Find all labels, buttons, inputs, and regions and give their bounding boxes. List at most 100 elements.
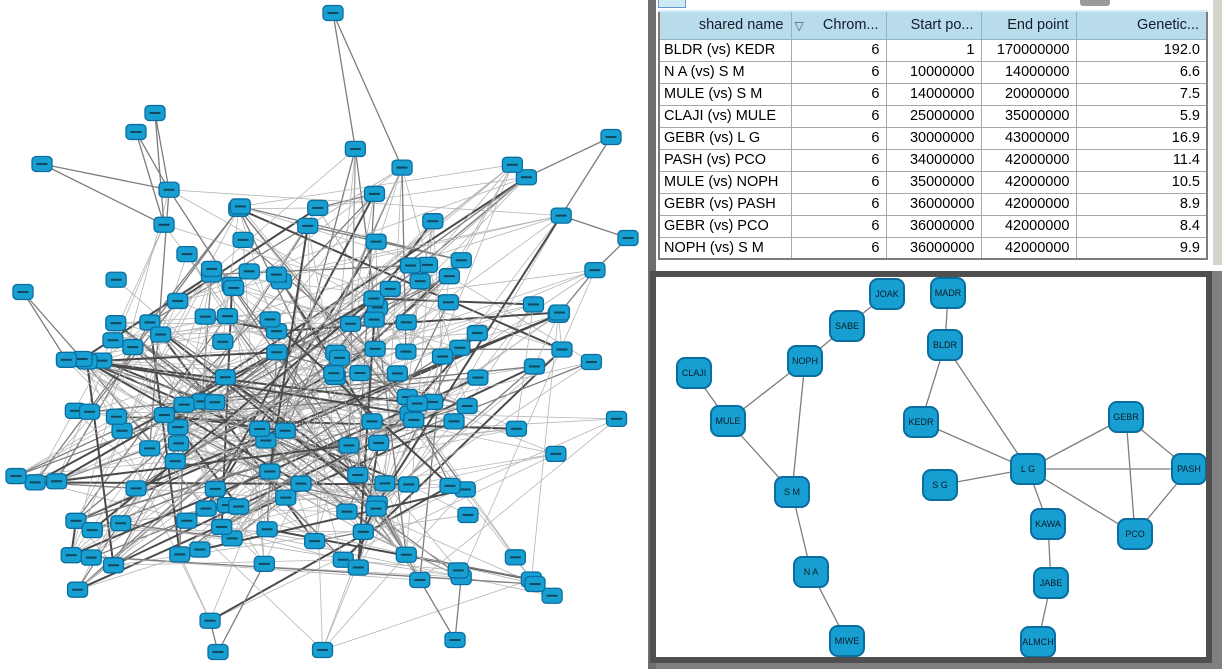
network-node[interactable] <box>125 123 147 141</box>
cell-value[interactable]: 6 <box>790 236 887 260</box>
network-node[interactable] <box>266 344 288 361</box>
network-edge[interactable] <box>211 274 468 407</box>
network-edge[interactable] <box>221 526 553 597</box>
node-gebr[interactable]: GEBR <box>1108 401 1144 433</box>
network-node[interactable] <box>139 440 161 457</box>
network-node[interactable] <box>338 437 360 454</box>
network-edge[interactable] <box>120 453 556 524</box>
cell-shared-name[interactable]: NOPH (vs) S M <box>658 236 792 260</box>
cell-value[interactable]: 16.9 <box>1075 126 1208 150</box>
network-edge[interactable] <box>284 167 403 431</box>
column-header-chrom[interactable]: ▽ Chrom... <box>790 10 887 40</box>
network-node[interactable] <box>328 349 351 366</box>
network-edge[interactable] <box>307 225 323 651</box>
network-node[interactable] <box>102 332 124 349</box>
network-node[interactable] <box>347 466 369 484</box>
network-node[interactable] <box>150 326 172 343</box>
network-edge[interactable] <box>70 470 271 557</box>
network-edge[interactable] <box>460 269 596 578</box>
network-node[interactable] <box>204 394 226 411</box>
network-edge[interactable] <box>70 298 375 556</box>
network-edge[interactable] <box>149 321 378 505</box>
network-node[interactable] <box>265 266 288 283</box>
network-edge[interactable] <box>410 413 617 420</box>
network-edge[interactable] <box>259 428 407 556</box>
network-node[interactable] <box>515 169 538 186</box>
network-node[interactable] <box>195 500 217 517</box>
network-edge[interactable] <box>333 373 407 555</box>
network-edge[interactable] <box>560 215 629 239</box>
network-node[interactable] <box>167 435 190 452</box>
network-edge[interactable] <box>186 520 315 542</box>
network-edge[interactable] <box>240 164 513 207</box>
network-edge[interactable] <box>276 215 562 276</box>
cell-value[interactable]: 36000000 <box>885 214 982 238</box>
network-node[interactable] <box>409 273 431 290</box>
network-edge[interactable] <box>15 401 216 477</box>
column-header-sharedname[interactable]: shared name <box>658 10 792 40</box>
network-node[interactable] <box>344 140 367 158</box>
network-edge[interactable] <box>86 360 411 415</box>
network-node[interactable] <box>275 489 297 506</box>
network-node[interactable] <box>322 4 344 22</box>
network-node[interactable] <box>450 252 472 269</box>
cell-value[interactable]: 6.6 <box>1075 60 1208 84</box>
network-edge[interactable] <box>375 164 513 509</box>
network-node[interactable] <box>406 395 428 412</box>
network-node[interactable] <box>297 217 319 235</box>
network-node[interactable] <box>166 292 189 310</box>
cell-value[interactable]: 6 <box>790 170 887 194</box>
network-node[interactable] <box>111 422 133 439</box>
network-edge[interactable] <box>154 112 165 225</box>
vertical-scrollbar-track[interactable] <box>1212 0 1222 265</box>
network-node[interactable] <box>398 476 420 493</box>
cell-value[interactable]: 36000000 <box>885 236 982 260</box>
network-node[interactable] <box>194 308 216 325</box>
network-node[interactable] <box>45 473 68 490</box>
network-node[interactable] <box>523 358 546 375</box>
network-node[interactable] <box>105 271 127 288</box>
network-edge[interactable] <box>85 361 115 566</box>
network-edge[interactable] <box>135 131 170 191</box>
table-row[interactable]: MULE (vs) S M 6 14000000 20000000 7.5 <box>658 82 1208 106</box>
network-node[interactable] <box>524 575 546 593</box>
network-edge[interactable] <box>101 215 562 362</box>
network-edge[interactable] <box>160 330 277 335</box>
network-node[interactable] <box>12 283 34 301</box>
network-edge[interactable] <box>217 563 265 653</box>
cell-value[interactable]: 42000000 <box>980 148 1077 172</box>
cell-value[interactable]: 14000000 <box>980 60 1077 84</box>
network-node[interactable] <box>176 245 198 263</box>
network-edge[interactable] <box>89 300 179 413</box>
network-edge[interactable] <box>791 360 806 493</box>
network-node[interactable] <box>352 523 374 540</box>
network-node[interactable] <box>550 207 572 224</box>
network-edge[interactable] <box>56 224 165 482</box>
network-edge[interactable] <box>332 12 403 168</box>
network-node[interactable] <box>290 475 312 492</box>
network-node[interactable] <box>81 521 103 539</box>
network-edge[interactable] <box>154 112 170 190</box>
network-node[interactable] <box>211 518 233 536</box>
network-edge[interactable] <box>307 167 403 227</box>
network-node[interactable] <box>256 521 278 538</box>
network-edge[interactable] <box>41 163 165 226</box>
network-edge[interactable] <box>357 215 562 568</box>
node-bldr[interactable]: BLDR <box>927 329 963 361</box>
cell-value[interactable]: 6 <box>790 126 887 150</box>
network-edge[interactable] <box>101 360 398 374</box>
network-edge[interactable] <box>401 167 468 407</box>
network-node[interactable] <box>422 213 444 230</box>
overview-network-canvas[interactable] <box>0 0 648 669</box>
cell-value[interactable]: 170000000 <box>980 38 1077 62</box>
network-node[interactable] <box>167 418 189 436</box>
network-edge[interactable] <box>22 291 83 360</box>
network-node[interactable] <box>105 408 128 425</box>
table-row[interactable]: GEBR (vs) L G 6 30000000 43000000 16.9 <box>658 126 1208 150</box>
node-sabe[interactable]: SABE <box>829 310 865 342</box>
network-node[interactable] <box>457 506 479 524</box>
network-edge[interactable] <box>534 314 559 367</box>
network-edge[interactable] <box>22 291 67 361</box>
network-edge[interactable] <box>75 410 188 522</box>
network-edge[interactable] <box>113 559 344 566</box>
